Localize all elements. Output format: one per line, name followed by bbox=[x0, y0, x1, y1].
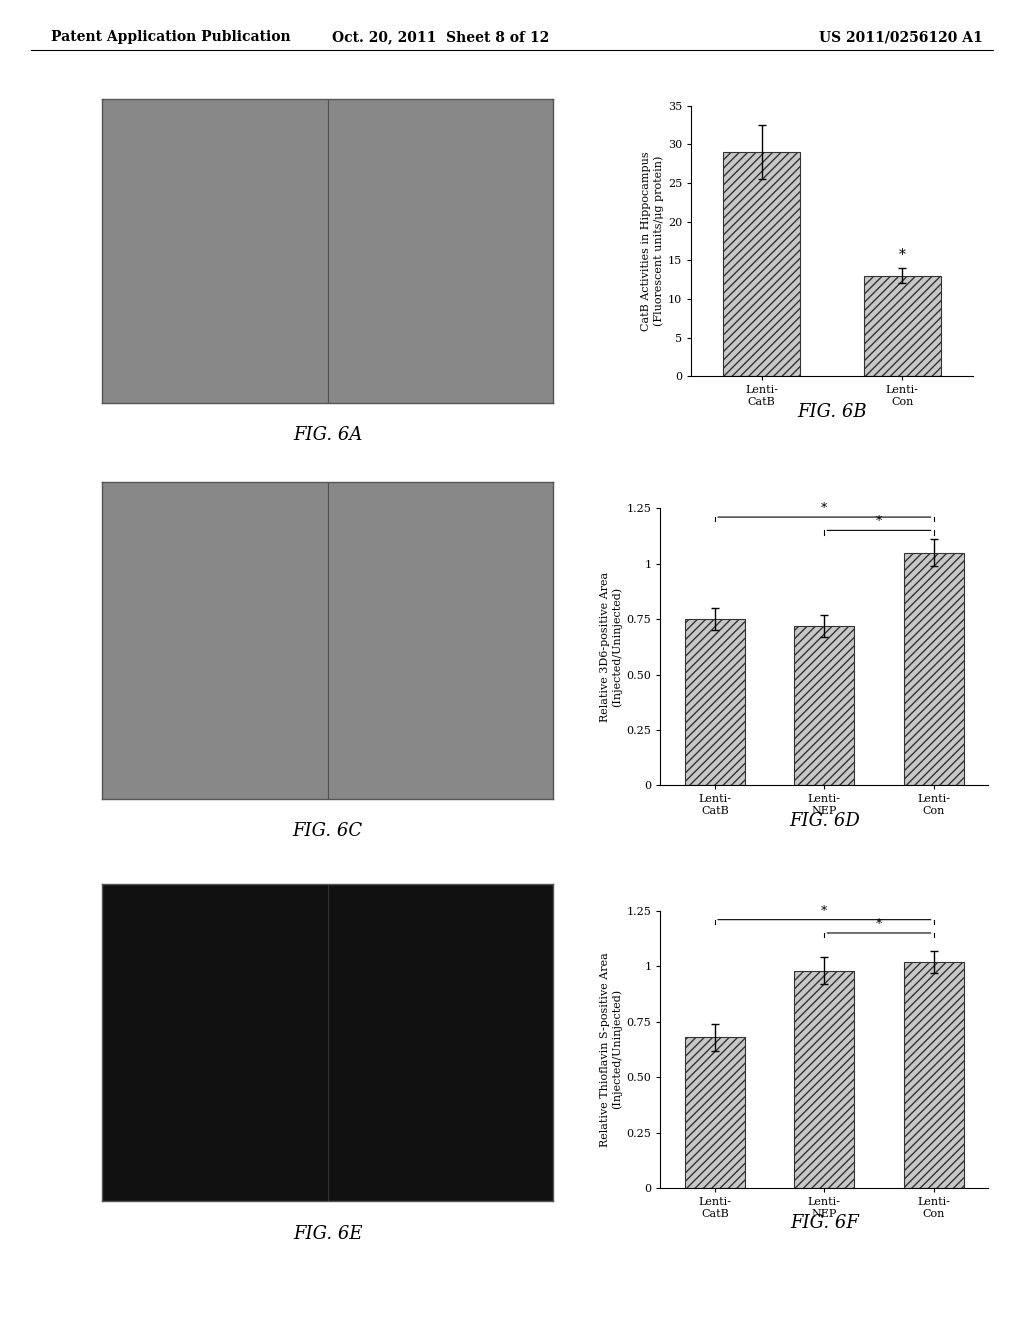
Text: *: * bbox=[876, 917, 882, 931]
Text: FIG. 6D: FIG. 6D bbox=[788, 812, 860, 830]
Text: *: * bbox=[899, 248, 906, 261]
Text: Patent Application Publication: Patent Application Publication bbox=[51, 30, 291, 45]
Bar bbox=[685, 1038, 745, 1188]
Text: *: * bbox=[821, 502, 827, 515]
Bar bbox=[723, 152, 801, 376]
Text: FIG. 6B: FIG. 6B bbox=[798, 403, 866, 421]
Bar bbox=[903, 962, 964, 1188]
Text: *: * bbox=[876, 515, 882, 528]
Text: FIG. 6E: FIG. 6E bbox=[293, 1225, 362, 1243]
Text: *: * bbox=[821, 904, 827, 917]
Bar bbox=[863, 276, 941, 376]
Text: FIG. 6F: FIG. 6F bbox=[790, 1214, 859, 1233]
Y-axis label: Relative Thioflavin S-positive Area
(Injected/Uninjected): Relative Thioflavin S-positive Area (Inj… bbox=[600, 952, 623, 1147]
Y-axis label: Relative 3D6-positive Area
(Injected/Uninjected): Relative 3D6-positive Area (Injected/Uni… bbox=[600, 572, 623, 722]
Text: Oct. 20, 2011  Sheet 8 of 12: Oct. 20, 2011 Sheet 8 of 12 bbox=[332, 30, 549, 45]
Bar bbox=[685, 619, 745, 785]
Bar bbox=[903, 553, 964, 785]
Text: US 2011/0256120 A1: US 2011/0256120 A1 bbox=[819, 30, 983, 45]
Bar bbox=[795, 626, 854, 785]
Text: FIG. 6C: FIG. 6C bbox=[293, 822, 362, 841]
Text: FIG. 6A: FIG. 6A bbox=[293, 426, 362, 445]
Y-axis label: CatB Activities in Hippocampus
(Fluorescent units/μg protein): CatB Activities in Hippocampus (Fluoresc… bbox=[641, 150, 664, 331]
Bar bbox=[795, 970, 854, 1188]
